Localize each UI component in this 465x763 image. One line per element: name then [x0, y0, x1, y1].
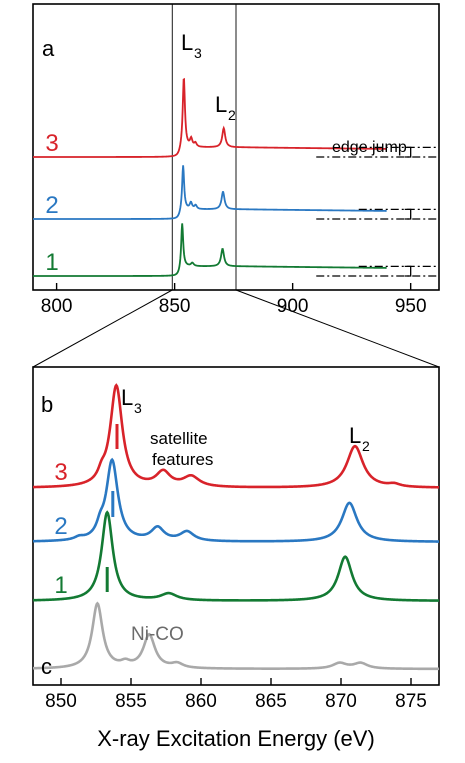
series-label-3: 3: [45, 130, 58, 157]
panel-a-tick-label: 950: [395, 296, 427, 317]
panel-b-L2-label: L: [349, 423, 361, 448]
panel-a-L3-subscript: 3: [194, 45, 202, 61]
edge-jump-bracket: [404, 208, 412, 220]
series-line-2: [32, 457, 439, 543]
panel-b-L2-subscript: 2: [362, 438, 370, 454]
series-line-3: [33, 77, 387, 158]
panel-b-tick-label: 875: [395, 691, 427, 712]
panel-a-tick-label: 800: [41, 296, 73, 317]
x-axis-title: X-ray Excitation Energy (eV): [97, 726, 375, 751]
panel-a-edge-jump-label: edge jump: [332, 139, 407, 156]
zoom-connector-left: [32, 289, 173, 368]
panel-a-tick-label: 900: [277, 296, 309, 317]
panel-b-frame: [32, 366, 440, 686]
zoom-connector-lines: [32, 289, 440, 368]
panel-b-tick-label: 865: [255, 691, 287, 712]
panel-a-letter: a: [42, 36, 55, 61]
series-line-2: [33, 165, 387, 220]
panel-b-L3-label: L: [121, 385, 133, 410]
series-line-1: [33, 223, 387, 277]
panel-c-letter: c: [41, 654, 52, 679]
panel-a-tick-label: 850: [159, 296, 191, 317]
panel-a-L3-label: L: [181, 30, 193, 55]
series-line-ni-co: [32, 601, 439, 671]
panel-b-letter: b: [41, 392, 53, 417]
satellite-label-line2: features: [152, 450, 213, 469]
edge-jump-bracket: [404, 146, 412, 158]
zoom-connector-right: [235, 289, 440, 368]
panel-b-tick-label: 850: [45, 691, 77, 712]
ni-co-reference-label: Ni-CO: [131, 624, 184, 645]
panel-a-L2-label: L: [215, 92, 227, 117]
panel-a-L2-subscript: 2: [228, 107, 236, 123]
series-label-2: 2: [45, 192, 58, 219]
panel-b-L3-subscript: 3: [134, 400, 142, 416]
panel-b-tick-label: 855: [115, 691, 147, 712]
series-label-1: 1: [54, 572, 67, 599]
series-line-3: [32, 383, 440, 489]
series-label-1: 1: [45, 249, 58, 276]
panel-b-tick-label: 870: [325, 691, 357, 712]
series-label-3: 3: [54, 459, 67, 486]
satellite-label-line1: satellite: [150, 429, 208, 448]
edge-jump-bracket: [404, 265, 412, 277]
series-label-2: 2: [54, 513, 67, 540]
panel-b-tick-label: 860: [185, 691, 217, 712]
series-line-1: [32, 510, 439, 602]
